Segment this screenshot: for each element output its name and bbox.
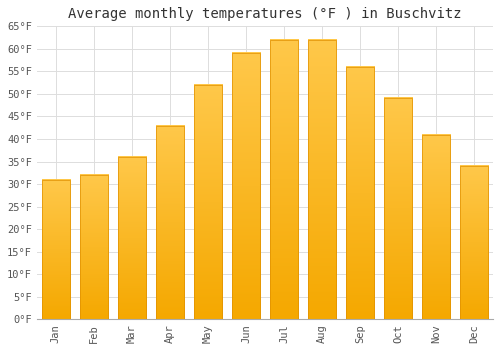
Bar (346, 67, 374, 320)
Bar (460, 166, 488, 320)
Bar (156, 126, 184, 320)
Bar (232, 53, 260, 320)
Bar (42, 180, 70, 320)
Bar (270, 40, 298, 320)
Bar (422, 134, 450, 320)
Bar (384, 98, 412, 320)
Bar (194, 85, 222, 320)
Bar (308, 40, 336, 320)
Bar (118, 157, 146, 320)
Bar (80, 175, 108, 320)
Title: Average monthly temperatures (°F ) in Buschvitz: Average monthly temperatures (°F ) in Bu… (68, 7, 462, 21)
